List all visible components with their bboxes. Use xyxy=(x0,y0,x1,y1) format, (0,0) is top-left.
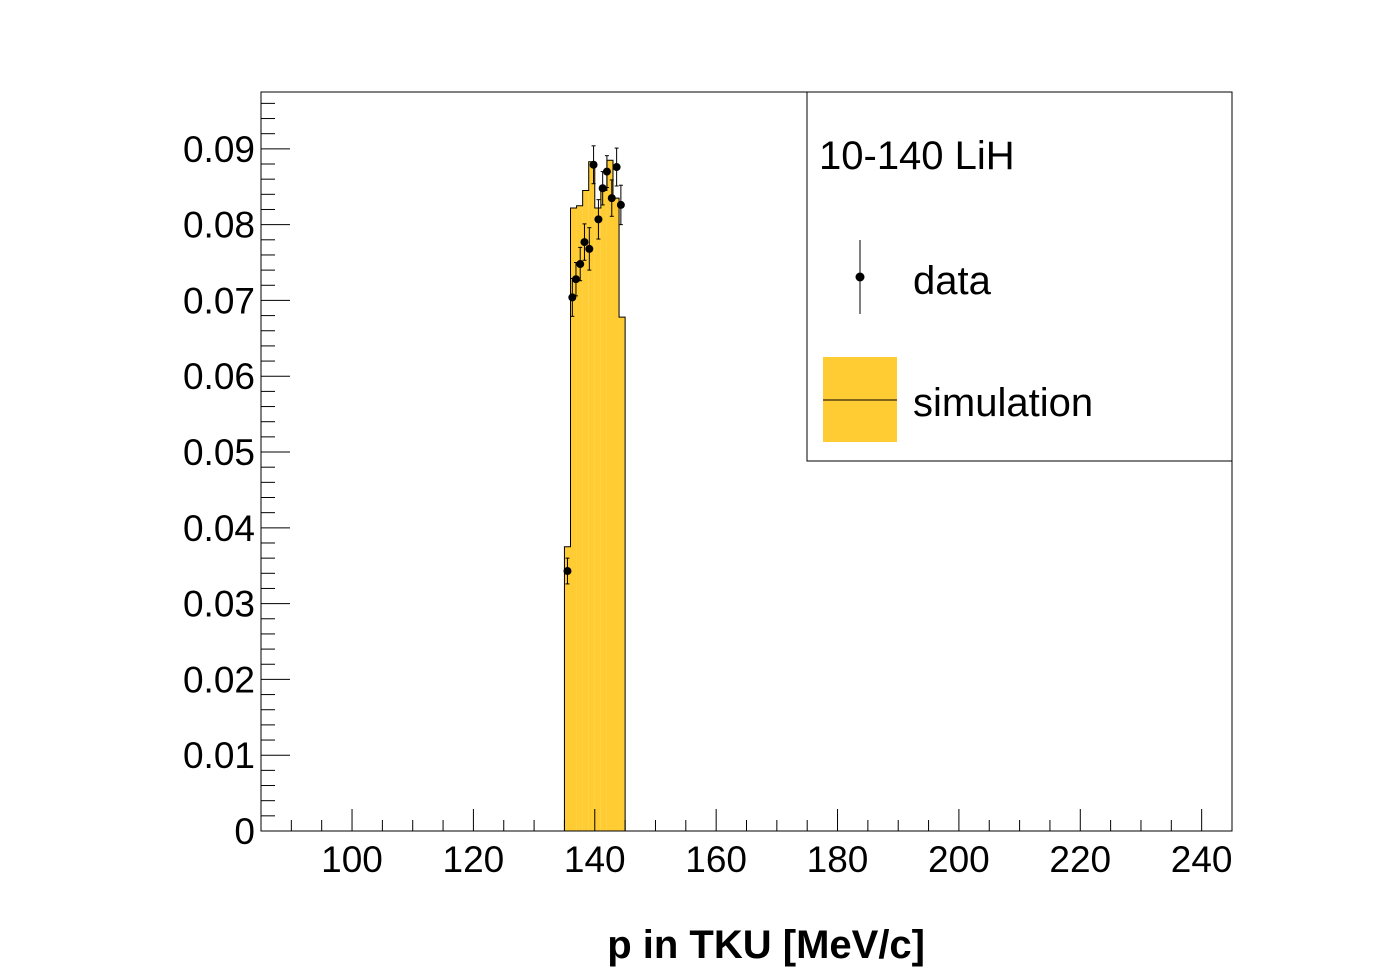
legend-simulation-label: simulation xyxy=(913,381,1093,425)
legend-data-marker xyxy=(855,272,865,282)
legend-data-label: data xyxy=(913,259,992,303)
x-axis: 100 120 140 160 180 200 220 240 xyxy=(290,809,1233,880)
y-axis: 0 0.01 0.02 0.03 0.04 0.05 0.06 0.07 0.08 0.09 xyxy=(183,102,290,852)
data-point xyxy=(598,171,607,206)
x-axis-title: p in TKU [MeV/c] xyxy=(607,923,925,967)
simulation-bin xyxy=(619,317,626,831)
data-marker xyxy=(616,200,625,209)
simulation-outline xyxy=(563,159,626,831)
x-tick-label: 200 xyxy=(928,839,990,880)
x-tick-label: 220 xyxy=(1049,839,1111,880)
x-tick-label: 140 xyxy=(564,839,626,880)
y-tick-label: 0 xyxy=(234,811,255,852)
data-marker xyxy=(568,293,577,302)
x-tick-label: 180 xyxy=(807,839,869,880)
data-point xyxy=(580,223,589,261)
y-tick-label: 0.05 xyxy=(183,432,255,473)
data-point xyxy=(585,227,594,271)
y-tick-label: 0.08 xyxy=(183,205,255,246)
data-points xyxy=(563,145,625,585)
simulation-bin xyxy=(600,190,607,832)
x-tick-label: 100 xyxy=(321,839,383,880)
simulation-bin xyxy=(612,198,620,832)
data-point xyxy=(602,155,611,189)
y-tick-label: 0.02 xyxy=(183,659,255,700)
simulation-histogram xyxy=(563,159,626,832)
y-tick-label: 0.01 xyxy=(183,735,255,776)
y-tick-label: 0.09 xyxy=(183,129,255,170)
legend: 10-140 LiH data simulation xyxy=(806,91,1233,462)
data-marker xyxy=(563,567,572,576)
y-tick-label: 0.07 xyxy=(183,280,255,321)
data-marker xyxy=(598,184,607,193)
data-marker xyxy=(607,194,616,203)
legend-header: 10-140 LiH xyxy=(819,134,1015,178)
data-point xyxy=(607,179,616,217)
data-point xyxy=(589,145,598,185)
simulation-bin xyxy=(606,160,613,831)
data-marker xyxy=(580,238,589,247)
data-marker xyxy=(602,167,611,176)
x-tick-label: 120 xyxy=(443,839,505,880)
data-point xyxy=(594,199,603,240)
data-marker xyxy=(594,215,603,224)
y-tick-label: 0.06 xyxy=(183,356,255,397)
x-tick-label: 160 xyxy=(685,839,747,880)
simulation-bin xyxy=(564,546,571,831)
data-marker xyxy=(585,244,594,253)
data-marker xyxy=(571,275,580,284)
simulation-bin xyxy=(570,207,577,831)
data-point xyxy=(576,246,585,282)
data-point xyxy=(571,262,580,297)
simulation-bin xyxy=(588,161,595,832)
data-marker xyxy=(589,160,598,169)
data-marker xyxy=(576,260,585,269)
simulation-bin xyxy=(576,205,583,831)
simulation-bin xyxy=(582,190,589,832)
data-point xyxy=(612,147,621,187)
y-tick-label: 0.04 xyxy=(183,508,255,549)
data-point xyxy=(563,557,572,585)
data-marker xyxy=(612,163,621,172)
x-tick-label: 240 xyxy=(1171,839,1233,880)
y-tick-label: 0.03 xyxy=(183,584,255,625)
data-point xyxy=(616,184,625,226)
simulation-bin xyxy=(594,207,601,831)
